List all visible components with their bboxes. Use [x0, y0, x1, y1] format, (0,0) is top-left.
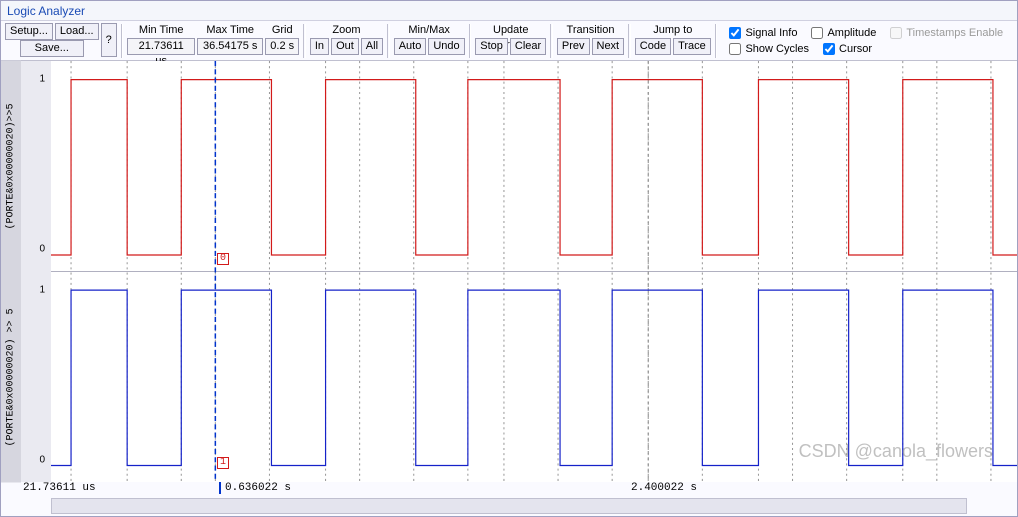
time-left-label: 21.73611 us [23, 482, 96, 494]
horizontal-scrollbar[interactable] [51, 498, 967, 514]
min-time-value: 21.73611 us [127, 38, 195, 55]
grid-label: Grid [270, 23, 295, 38]
update-label: Update Screen [475, 23, 546, 38]
bottom-bar: 21.73611 us 0.636022 s 2.400022 s [1, 482, 1017, 516]
window-title: Logic Analyzer [1, 1, 1017, 21]
logic-analyzer-window: Logic Analyzer Setup... Load... Save... … [0, 0, 1018, 517]
minmax-auto-button[interactable]: Auto [394, 38, 427, 55]
setup-button[interactable]: Setup... [5, 23, 53, 40]
waveform-plot[interactable]: 01 [51, 61, 1017, 482]
save-button[interactable]: Save... [20, 40, 84, 57]
update-clear-button[interactable]: Clear [510, 38, 546, 55]
zoom-in-button[interactable]: In [310, 38, 329, 55]
jumpto-trace-button[interactable]: Trace [673, 38, 711, 55]
signal-info-checkbox[interactable]: Signal Info [729, 25, 797, 41]
amplitude-checkbox[interactable]: Amplitude [811, 25, 876, 41]
grid-value: 0.2 s [265, 38, 299, 55]
transition-prev-button[interactable]: Prev [557, 38, 590, 55]
y-axis: (PORTE&0x00000020)>>5 01 (PORTE&0x000000… [1, 61, 51, 482]
zoom-all-button[interactable]: All [361, 38, 383, 55]
signal-1-name: (PORTE&0x00000020) >> 5 [1, 272, 21, 483]
time-right-label: 2.400022 s [631, 482, 697, 494]
max-time-value: 36.54175 s [197, 38, 263, 55]
help-button[interactable]: ? [101, 23, 117, 57]
zoom-label: Zoom [330, 23, 362, 38]
minmax-undo-button[interactable]: Undo [428, 38, 464, 55]
min-time-label: Min Time [137, 23, 186, 38]
transition-label: Transition [565, 23, 617, 38]
signal-0-name: (PORTE&0x00000020)>>5 [1, 61, 21, 272]
transition-next-button[interactable]: Next [592, 38, 625, 55]
jumpto-code-button[interactable]: Code [635, 38, 671, 55]
minmax-label: Min/Max [406, 23, 452, 38]
zoom-out-button[interactable]: Out [331, 38, 359, 55]
max-time-label: Max Time [204, 23, 256, 38]
update-stop-button[interactable]: Stop [475, 38, 508, 55]
time-cursor-label: 0.636022 s [219, 482, 291, 494]
plot-area[interactable]: (PORTE&0x00000020)>>5 01 (PORTE&0x000000… [1, 61, 1017, 482]
timestamps-checkbox: Timestamps Enable [890, 25, 1003, 41]
toolbar: Setup... Load... Save... ? Min Time 21.7… [1, 21, 1017, 61]
cursor-value-badge: 0 [217, 253, 229, 265]
cursor-value-badge: 1 [217, 457, 229, 469]
jumpto-label: Jump to [651, 23, 694, 38]
load-button[interactable]: Load... [55, 23, 99, 40]
cursor-checkbox[interactable]: Cursor [823, 41, 872, 57]
show-cycles-checkbox[interactable]: Show Cycles [729, 41, 809, 57]
